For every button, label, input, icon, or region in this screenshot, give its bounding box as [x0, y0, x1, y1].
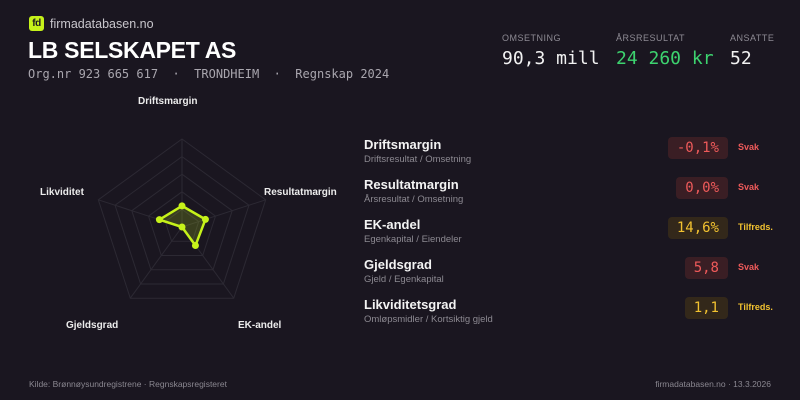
radar-data-point: [155, 216, 163, 224]
kpi-value: 52: [730, 48, 752, 69]
radar-data-point: [201, 215, 209, 223]
metric-name: Gjeldsgrad: [364, 257, 432, 272]
metric-name: Resultatmargin: [364, 177, 459, 192]
axis-label-resultatmargin: Resultatmargin: [264, 187, 337, 198]
metric-formula: Egenkapital / Eiendeler: [364, 234, 462, 245]
kpi-label: ÅRSRESULTAT: [616, 33, 686, 43]
axis-label-likviditet: Likviditet: [40, 187, 84, 198]
footer-site-date: firmadatabasen.no · 13.3.2026: [655, 379, 771, 389]
metric-value: 14,6%: [667, 217, 728, 239]
metric-row: Likviditetsgrad Omløpsmidler / Kortsikti…: [364, 297, 784, 333]
axis-label-driftsmargin: Driftsmargin: [138, 96, 198, 107]
radar-data-point: [178, 223, 186, 231]
footer-source: Kilde: Brønnøysundregistrene · Regnskaps…: [29, 379, 227, 389]
kpi-label: ANSATTE: [730, 33, 775, 43]
radar-grid-ring: [114, 155, 250, 285]
radar-grid-ring: [147, 191, 217, 256]
metric-name: EK-andel: [364, 217, 421, 232]
logo-icon: fd: [29, 16, 44, 31]
radar-data-point: [178, 202, 186, 210]
kpi-value: 90,3 mill: [502, 48, 600, 69]
metric-row: EK-andel Egenkapital / Eiendeler 14,6% T…: [364, 217, 784, 253]
metric-value: 5,8: [684, 257, 728, 279]
axis-label-gjeldsgrad: Gjeldsgrad: [66, 320, 119, 331]
metric-formula: Driftsresultat / Omsetning: [364, 154, 472, 165]
brand-logo[interactable]: fd firmadatabasen.no: [29, 16, 154, 31]
metric-row: Driftsmargin Driftsresultat / Omsetning …: [364, 137, 784, 173]
radar-grid-ring: [97, 138, 267, 299]
metric-name: Likviditetsgrad: [364, 297, 457, 312]
radar-grid-ring: [131, 173, 233, 271]
metric-row: Gjeldsgrad Gjeld / Egenkapital 5,8 Svak: [364, 257, 784, 293]
radar-spoke: [181, 199, 266, 228]
company-name: LB SELSKAPET AS: [28, 37, 237, 63]
metric-status: Svak: [738, 142, 760, 152]
metric-name: Driftsmargin: [364, 137, 442, 152]
radar-spoke: [129, 226, 183, 299]
metric-status: Svak: [738, 262, 760, 272]
metric-value: 0,0%: [676, 177, 728, 199]
metric-row: Resultatmargin Årsresultat / Omsetning 0…: [364, 177, 784, 213]
metric-formula: Årsresultat / Omsetning: [364, 194, 464, 205]
kpi-revenue: OMSETNING 90,3 mill: [502, 33, 600, 69]
kpi-employees: ANSATTE 52: [730, 33, 774, 69]
metric-formula: Omløpsmidler / Kortsiktig gjeld: [364, 314, 493, 325]
axis-label-ek-andel: EK-andel: [238, 320, 282, 331]
radar-grid-ring: [164, 208, 200, 242]
metric-value: -0,1%: [667, 137, 728, 159]
metric-status: Tilfreds.: [738, 222, 773, 232]
metric-formula: Gjeld / Egenkapital: [364, 274, 444, 285]
kpi-label: OMSETNING: [502, 33, 562, 43]
radar-data-point: [191, 242, 199, 250]
company-subtitle: Org.nr 923 665 617 · TRONDHEIM · Regnska…: [28, 67, 390, 81]
site-name: firmadatabasen.no: [50, 16, 154, 31]
kpi-value: 24 260 kr: [616, 48, 714, 69]
kpi-result: ÅRSRESULTAT 24 260 kr: [616, 33, 714, 69]
metric-status: Tilfreds.: [738, 302, 773, 312]
metric-status: Svak: [738, 182, 760, 192]
metric-value: 1,1: [684, 297, 728, 319]
